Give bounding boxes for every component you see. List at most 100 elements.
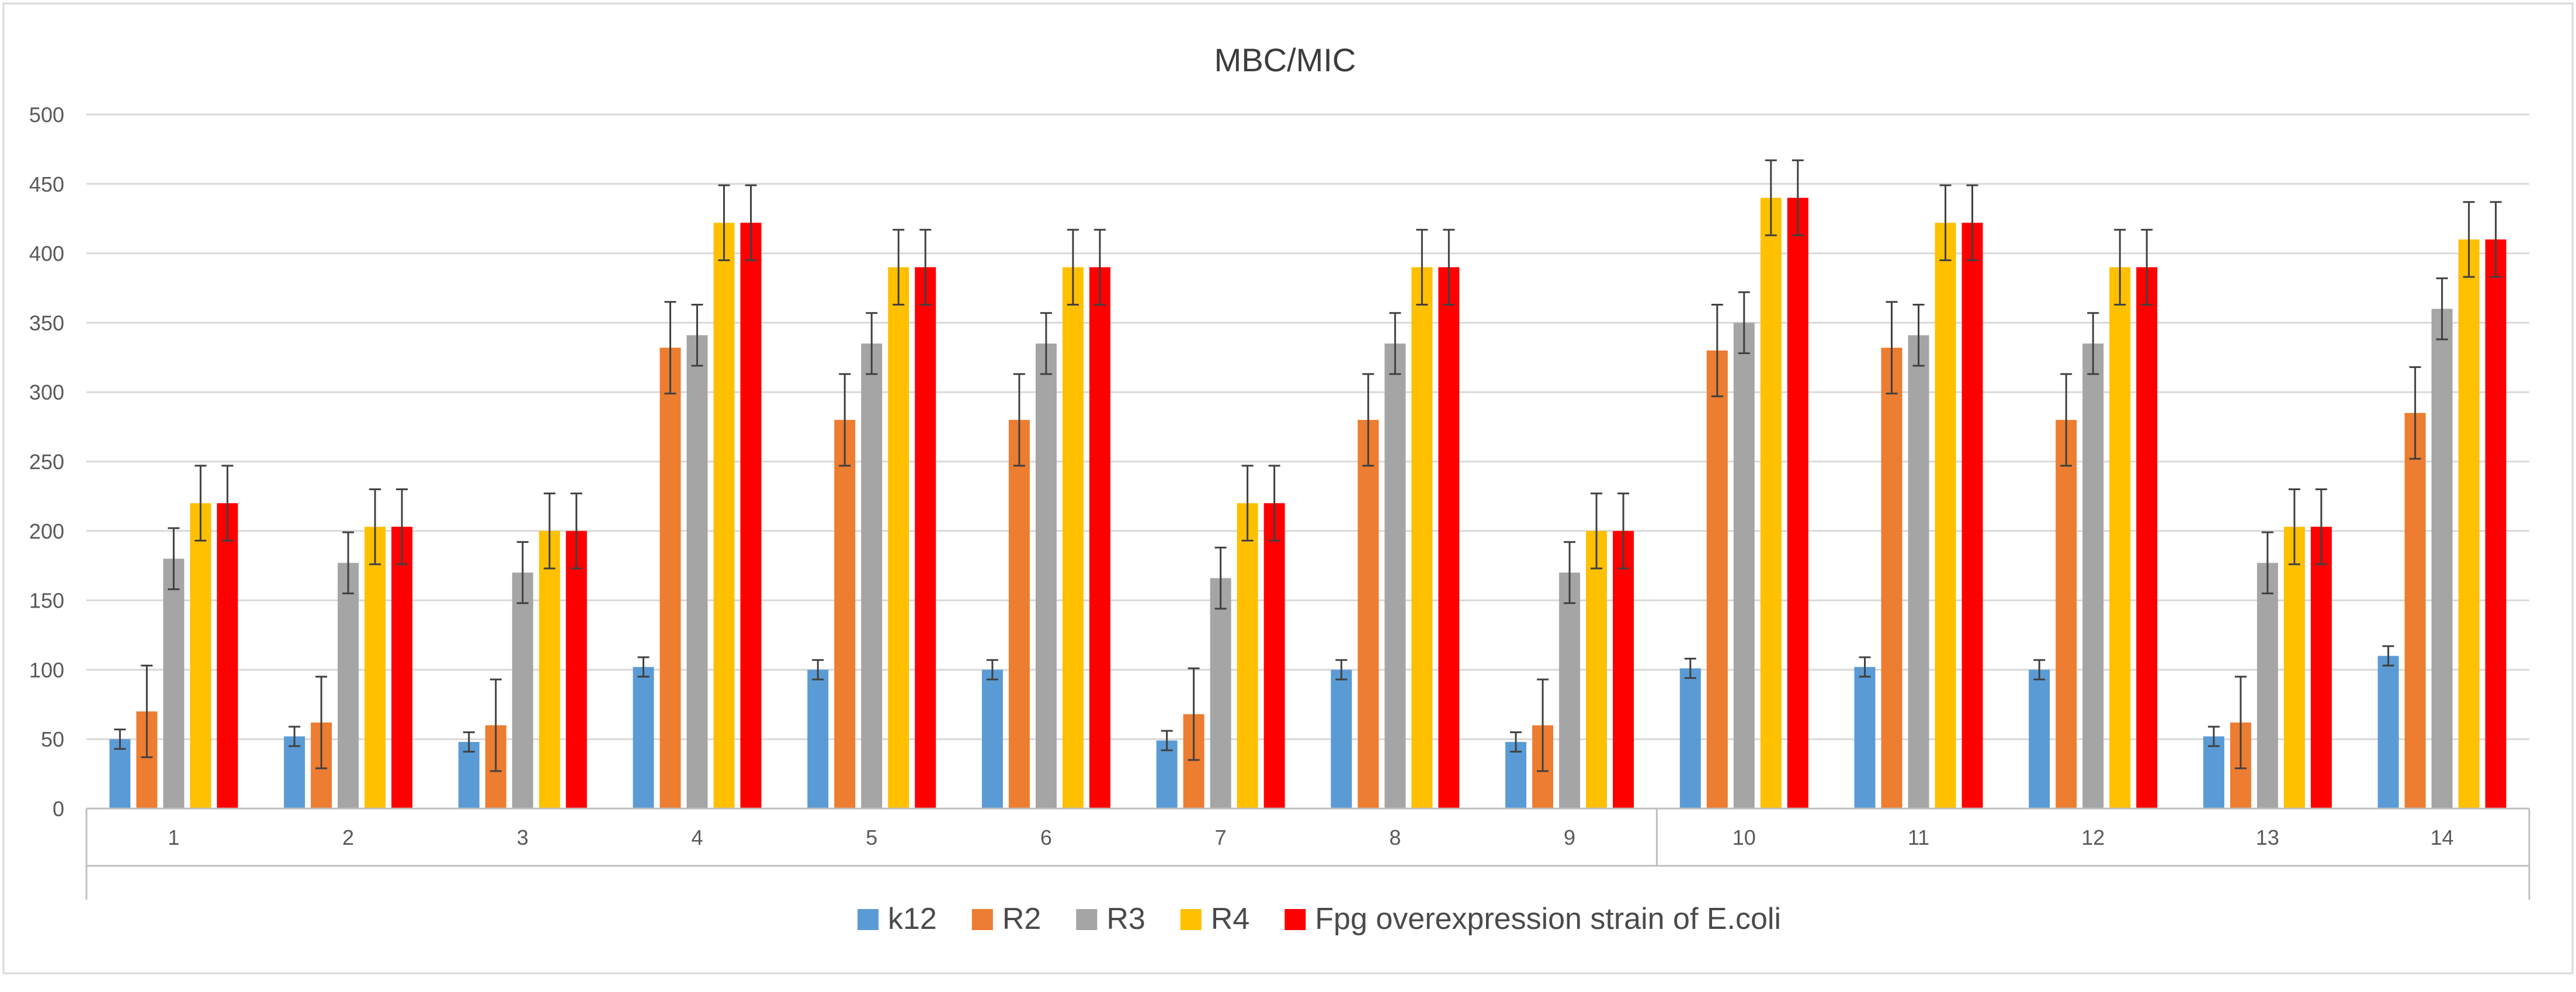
bar — [1854, 667, 1876, 809]
x-axis: 1 2 3 4 5 6 7 8 9 10 11 12 13 14 — [85, 807, 2530, 900]
bar — [217, 503, 238, 809]
bar — [1438, 267, 1460, 809]
bar — [2136, 267, 2158, 809]
bar — [1559, 573, 1581, 809]
bar — [659, 348, 681, 809]
y-tick-label: 200 — [29, 519, 64, 543]
bar — [1787, 197, 1808, 809]
bar — [539, 530, 560, 809]
bar — [1089, 267, 1110, 809]
bar — [2256, 563, 2278, 809]
x-tick-label: 3 — [517, 825, 529, 849]
y-tick-label: 0 — [53, 797, 64, 821]
bar — [1881, 348, 1903, 809]
bar — [915, 267, 936, 809]
bar — [284, 736, 305, 809]
legend-label: k12 — [888, 902, 937, 936]
x-tick-label: 9 — [1564, 825, 1575, 849]
bar — [364, 526, 386, 809]
error-bars-layer — [114, 159, 2502, 772]
bar — [2283, 526, 2305, 809]
bar — [109, 739, 131, 809]
legend-label: R4 — [1211, 902, 1249, 936]
bar — [338, 563, 359, 809]
x-tick-label: 13 — [2256, 825, 2279, 849]
x-tick-label: 8 — [1389, 825, 1401, 849]
bar — [981, 670, 1003, 809]
bar — [2404, 412, 2426, 809]
legend-swatch — [971, 909, 993, 930]
legend: k12 R2 R3 R4 Fpg overexpression strain of E.… — [857, 902, 1781, 936]
y-tick-label: 150 — [29, 589, 64, 613]
legend-swatch — [857, 909, 879, 930]
legend-label: R2 — [1002, 902, 1041, 936]
bar — [1679, 668, 1701, 809]
bar — [1008, 419, 1030, 809]
x-tick-label: 1 — [168, 825, 179, 849]
x-tick-label: 14 — [2431, 825, 2454, 849]
bar — [1035, 344, 1057, 809]
bar — [1062, 267, 1084, 809]
y-tick-label: 500 — [29, 103, 64, 127]
bar — [807, 670, 829, 809]
bar — [1935, 223, 1956, 809]
bar — [888, 267, 909, 809]
bar — [391, 526, 413, 809]
bar — [1908, 335, 1929, 809]
y-tick-label: 350 — [29, 311, 64, 335]
x-tick-label: 11 — [1908, 825, 1929, 849]
bar — [2056, 419, 2077, 809]
bar — [2203, 736, 2224, 809]
bar — [2377, 655, 2399, 809]
bar — [740, 223, 762, 809]
bar — [1263, 503, 1285, 809]
bar — [2029, 670, 2050, 809]
y-tick-label: 400 — [29, 242, 64, 266]
bar — [2082, 344, 2104, 809]
bar — [1331, 670, 1352, 809]
x-tick-label: 6 — [1040, 825, 1052, 849]
y-tick-label: 250 — [29, 450, 64, 474]
bar — [1237, 503, 1258, 809]
bar — [713, 223, 735, 809]
bar — [1505, 741, 1527, 809]
legend-swatch — [1284, 909, 1306, 930]
bar — [2310, 526, 2332, 809]
bar — [2458, 239, 2480, 809]
bar — [834, 419, 856, 809]
bar — [1156, 740, 1178, 809]
bar — [1706, 350, 1728, 809]
x-tick-label: 10 — [1733, 825, 1756, 849]
legend-swatch — [1180, 909, 1202, 930]
bar — [1358, 419, 1379, 809]
y-tick-label: 450 — [29, 172, 64, 196]
bar — [2431, 308, 2453, 809]
bar — [1760, 197, 1782, 809]
legend-swatch — [1076, 909, 1098, 930]
y-tick-label: 100 — [29, 658, 64, 682]
legend-label: R3 — [1106, 902, 1145, 936]
bar — [2485, 239, 2506, 809]
x-tick-label: 12 — [2081, 825, 2105, 849]
bar — [1411, 267, 1433, 809]
bar — [861, 344, 883, 809]
chart-title: MBC/MIC — [1214, 41, 1356, 78]
x-tick-label: 4 — [691, 825, 703, 849]
bar — [2109, 267, 2131, 809]
y-tick-label: 50 — [41, 727, 64, 751]
x-tick-label: 7 — [1215, 825, 1227, 849]
y-tick-label: 300 — [29, 380, 64, 404]
bar — [163, 559, 185, 809]
x-tick-label: 5 — [866, 825, 877, 849]
bar — [1961, 223, 1983, 809]
bar — [190, 503, 211, 809]
bar — [686, 335, 708, 809]
bar — [512, 573, 533, 809]
bar — [633, 667, 654, 809]
bar — [565, 530, 587, 809]
bar — [1733, 322, 1755, 809]
bar — [1613, 530, 1634, 809]
x-tick-label: 2 — [342, 825, 354, 849]
